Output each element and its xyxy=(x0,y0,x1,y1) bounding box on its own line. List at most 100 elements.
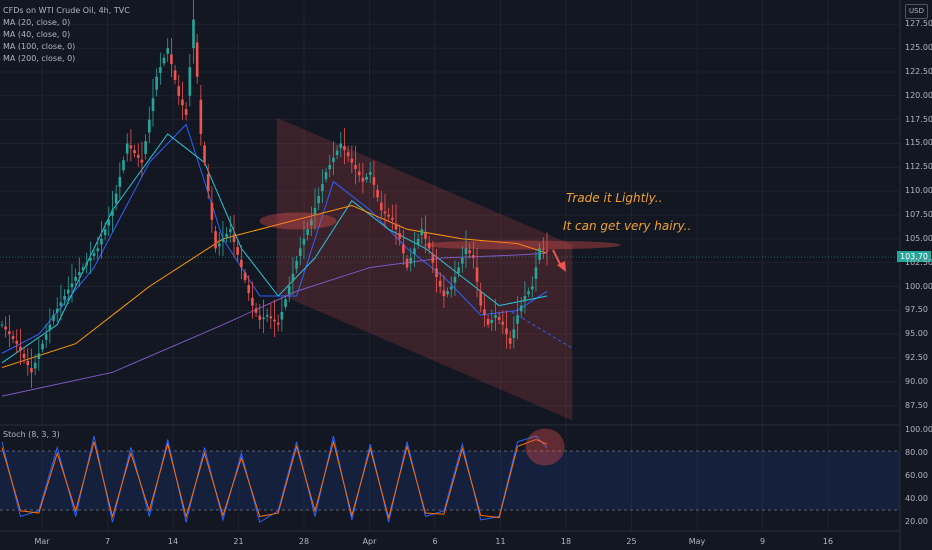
stoch-tick-label: 20.00 xyxy=(905,517,928,527)
candle-body xyxy=(494,315,497,318)
ma-line-0 xyxy=(1,123,548,354)
legend: CFDs on WTI Crude Oil, 4h, TVC MA (20, c… xyxy=(3,5,130,65)
candle-body xyxy=(391,217,394,220)
time-tick-label: May xyxy=(688,537,706,546)
candle-body xyxy=(446,291,449,295)
candle-body xyxy=(339,143,343,148)
candle-body xyxy=(497,317,501,320)
candle-body xyxy=(52,315,55,321)
candle-body xyxy=(368,172,372,175)
candle-body xyxy=(30,368,33,373)
candle-body xyxy=(350,158,354,163)
candle-body xyxy=(37,353,41,359)
stoch-highlight-ellipse xyxy=(525,428,565,466)
candle-body xyxy=(475,267,479,282)
candle-body xyxy=(343,146,346,150)
candle-body xyxy=(461,257,464,264)
candle-body xyxy=(85,262,88,266)
candle-body xyxy=(251,297,254,306)
candle-body xyxy=(483,309,486,316)
candle-body xyxy=(81,267,85,271)
stoch-tick-label: 40.00 xyxy=(905,494,928,504)
candle-body xyxy=(402,244,405,254)
candle-body xyxy=(361,177,365,182)
price-tick-label: 87.50 xyxy=(905,400,928,410)
candle-body xyxy=(232,234,236,243)
candle-body xyxy=(346,152,350,157)
time-tick-label: 7 xyxy=(104,537,111,546)
candle-body xyxy=(269,316,273,319)
time-tick-label: 25 xyxy=(626,537,637,546)
candle-body xyxy=(217,243,221,247)
candle-body xyxy=(89,257,92,261)
candle-body xyxy=(413,248,416,255)
candle-body xyxy=(435,268,438,277)
candle-body xyxy=(530,286,534,290)
candle-body xyxy=(310,219,313,226)
price-tick-label: 110.00 xyxy=(905,186,932,196)
candle-body xyxy=(74,276,77,281)
candle-body xyxy=(177,86,181,96)
price-tick-label: 90.00 xyxy=(905,376,928,386)
candle-body xyxy=(523,296,527,302)
candle-body xyxy=(472,255,475,258)
currency-button[interactable]: USD xyxy=(905,4,928,19)
candle-body xyxy=(206,174,210,192)
candle-body xyxy=(273,319,276,322)
candle-body xyxy=(262,317,265,319)
time-tick-label: 28 xyxy=(298,537,310,546)
candle-body xyxy=(276,322,280,325)
candle-body xyxy=(442,290,446,297)
time-tick-label: 16 xyxy=(822,537,834,546)
candle-body xyxy=(125,143,129,154)
candle-body xyxy=(15,340,19,344)
candle-body xyxy=(162,57,166,64)
candle-body xyxy=(383,211,387,214)
descending-channel xyxy=(276,117,573,421)
candle-body xyxy=(96,248,100,252)
highlight-ellipse-right xyxy=(423,240,621,250)
candle-body xyxy=(284,299,287,307)
price-tick-label: 122.50 xyxy=(905,66,932,76)
candle-body xyxy=(405,258,409,268)
price-tick-label: 105.00 xyxy=(905,233,932,243)
price-tick-label: 100.00 xyxy=(905,281,932,291)
candle-body xyxy=(159,67,162,73)
candle-body xyxy=(188,67,192,96)
candle-body xyxy=(280,311,284,320)
candle-body xyxy=(170,54,173,65)
candle-body xyxy=(66,289,70,294)
stoch-lines xyxy=(1,435,548,524)
candle-body xyxy=(203,145,206,163)
legend-ma20: MA (20, close, 0) xyxy=(3,18,71,27)
candle-body xyxy=(505,328,508,335)
candle-body xyxy=(41,343,44,350)
candle-body xyxy=(427,242,431,249)
highlight-ellipse-left xyxy=(259,212,337,230)
candle-body xyxy=(379,202,383,211)
annotation-line2: It can get very hairy.. xyxy=(563,219,692,233)
stoch-line-1 xyxy=(1,438,548,520)
candle-body xyxy=(22,353,26,359)
candle-body xyxy=(55,308,59,313)
candle-body xyxy=(243,272,247,281)
candle-body xyxy=(103,229,107,236)
candle-body xyxy=(151,98,155,112)
candle-body xyxy=(4,326,7,330)
candle-body xyxy=(306,229,309,236)
price-tick-label: 127.50 xyxy=(905,19,932,29)
price-tick-label: 125.00 xyxy=(905,43,932,53)
candle-body xyxy=(236,247,239,255)
candle-body xyxy=(324,172,328,180)
candle-body xyxy=(258,315,262,320)
candle-body xyxy=(254,308,258,313)
candle-body xyxy=(354,165,357,169)
candle-body xyxy=(409,257,413,264)
candle-body xyxy=(468,250,471,254)
candle-body xyxy=(8,331,11,335)
candle-body xyxy=(298,248,302,256)
price-tick-label: 102.50 xyxy=(905,257,932,267)
candle-body xyxy=(376,189,379,198)
price-tick-label: 95.00 xyxy=(905,329,928,339)
